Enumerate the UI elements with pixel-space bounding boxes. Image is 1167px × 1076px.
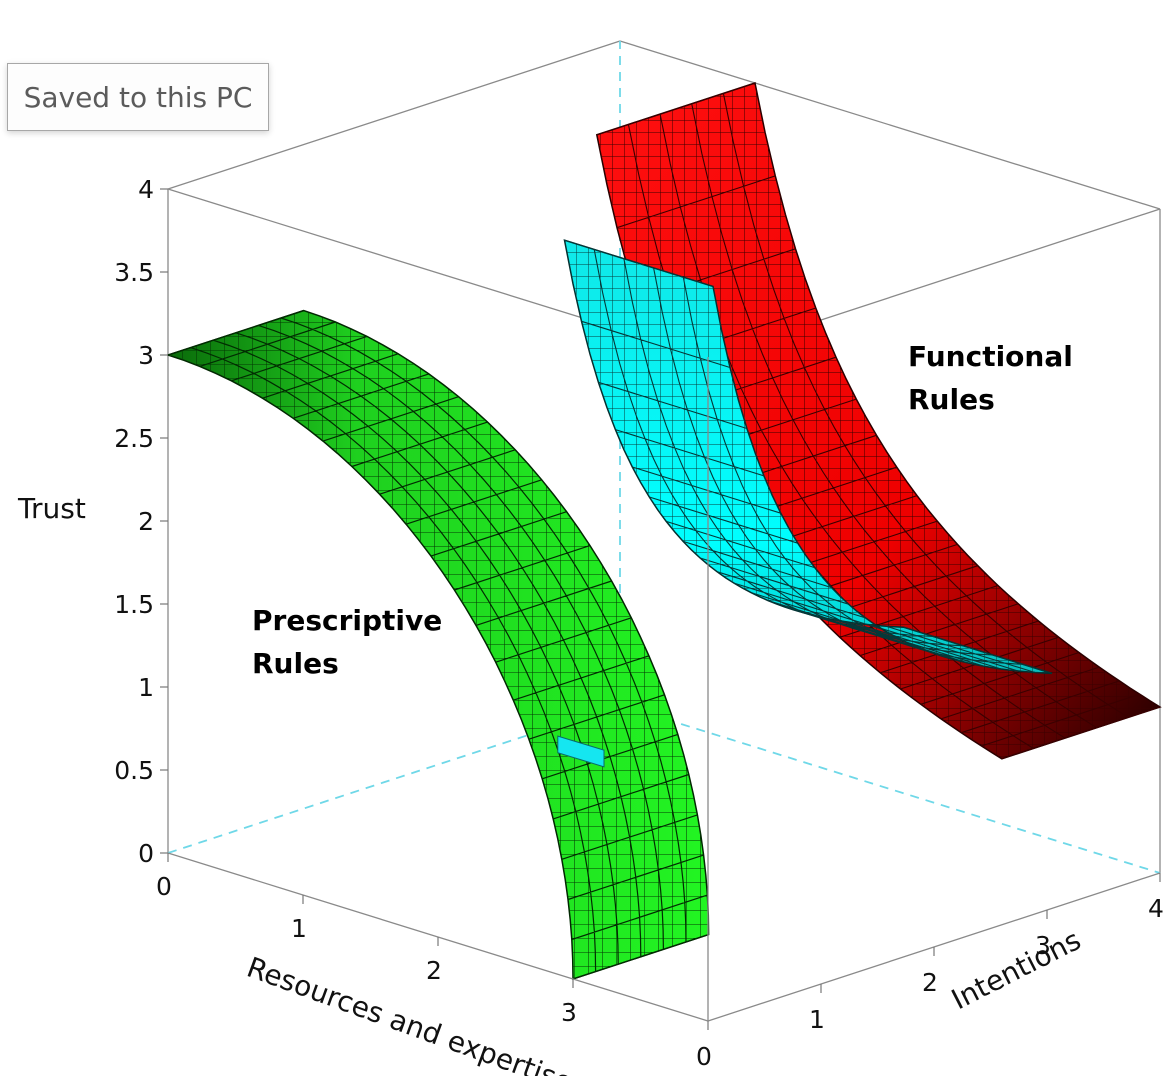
- functional-rules-annotation-line1: Functional: [908, 340, 1073, 373]
- z-tick-label: 3: [138, 341, 154, 370]
- x-tick-label: 3: [561, 998, 577, 1027]
- z-tick-label: 4: [138, 175, 154, 204]
- y-tick-label: 4: [1148, 894, 1164, 923]
- z-tick-label: 2: [138, 507, 154, 536]
- y-tick-label: 0: [696, 1042, 712, 1071]
- y-tick-label: 1: [809, 1005, 825, 1034]
- prescriptive-rules-annotation-line1: Prescriptive: [252, 604, 442, 637]
- x-tick-label: 0: [156, 872, 172, 901]
- z-tick-label: 0.5: [114, 756, 154, 785]
- z-tick-label: 2.5: [114, 424, 154, 453]
- y-axis-label: Intentions: [946, 923, 1086, 1016]
- save-status-badge: Saved to this PC: [7, 63, 269, 131]
- functional-rules-annotation-line2: Rules: [908, 383, 995, 416]
- z-tick-label: 0: [138, 839, 154, 868]
- z-tick-label: 1: [138, 673, 154, 702]
- z-axis-label: Trust: [17, 492, 86, 525]
- cyan-surface-tab: [557, 735, 605, 768]
- z-tick-label: 1.5: [114, 590, 154, 619]
- y-tick-label: 2: [922, 968, 938, 997]
- y-axis-ticks: 0 1 2 3 4: [696, 873, 1164, 1071]
- x-axis-ticks: 0 1 2 3: [156, 853, 577, 1027]
- x-tick-label: 1: [291, 914, 307, 943]
- y-tick-label: 3: [1035, 931, 1051, 960]
- z-tick-label: 3.5: [114, 258, 154, 287]
- x-axis-label: Resources and expertise: [243, 951, 577, 1076]
- z-axis-ticks: 0 0.5 1 1.5 2 2.5 3 3.5 4: [114, 175, 168, 868]
- x-tick-label: 2: [426, 956, 442, 985]
- functional-rules-surface-cyan: [563, 239, 1053, 675]
- prescriptive-rules-annotation-line2: Rules: [252, 647, 339, 680]
